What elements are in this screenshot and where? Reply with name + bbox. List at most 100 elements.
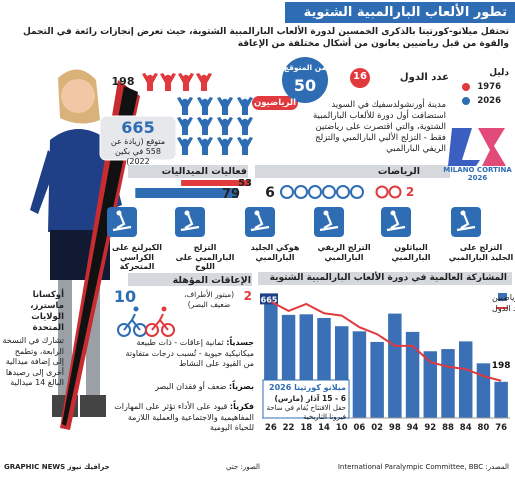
event-box [262,379,350,419]
sport-dot [336,185,350,199]
athletes-note: متوقع (زيادة عن 558 في بكين 2022) [110,137,166,166]
country-line [270,300,502,382]
athlete-icon [177,97,193,115]
athlete-icon [177,137,193,155]
x-tick-label: 76 [495,423,507,433]
label: فكرياً: [229,402,254,411]
text: قيود على الأداء تؤثر على المهارات المفاه… [114,402,254,432]
sport-icon [175,207,205,237]
section-bar [258,272,512,285]
x-tick-label: 26 [265,423,277,433]
bar [370,341,384,418]
x-tick-label: 22 [283,423,295,433]
impairments-1976: 2 [243,289,252,303]
legend-item: 2026 [477,96,501,106]
label: جسدياً: [226,338,254,347]
countries-expected: من المتوقع [283,63,327,72]
sport-icon [386,213,406,232]
x-tick-label: 98 [389,423,401,433]
sport-dot [294,185,308,199]
athlete-icon [160,73,176,91]
legend-item: 1976 [477,82,501,92]
bar [352,331,367,418]
text: ضعف أو فقدان البصر [155,382,227,391]
value-label: 665 [261,295,278,304]
x-tick-label: 92 [424,423,436,433]
x-tick-label: 88 [442,423,454,433]
countries-2026-badge [282,57,328,103]
sport-dot [280,185,294,199]
countries-1976: 16 [353,71,367,82]
impairment-icon [145,323,159,337]
impairment-icon [161,323,175,337]
sport-dot [308,185,322,199]
impairment-icon [151,313,169,331]
legend-dot [462,83,470,91]
athlete-icon [197,137,213,155]
athlete-icon [217,117,233,135]
section-bar [128,273,252,286]
sport-icon [314,207,344,237]
chart-title: المشاركة العالمية في دورة الألعاب البارا… [269,273,507,283]
bar [476,363,491,418]
x-tick-label: 02 [371,423,383,433]
sport-dot [350,185,364,199]
bar [441,349,455,418]
bar [405,331,420,418]
athletes-2026-box [99,115,177,161]
sport-icon [319,213,339,232]
impairment-visual: بصرياً: ضعف أو فقدان البصر [114,382,254,393]
sport-icon [381,207,411,237]
impairment-physical: جسدياً: ثمانية إعاقات - ذات طبيعة ميكاني… [114,338,254,370]
athlete-icon [142,73,158,91]
sport-dot [375,185,389,199]
bar [388,313,402,418]
sport-icon [323,210,329,216]
athletes-2026: 665 [121,118,155,137]
x-tick-label: 80 [478,423,490,433]
sport-label: هوكي الجليد البارالمبي [250,243,300,262]
sport-label: التزلج الريفي البارالمبي [317,243,371,262]
medal-label: فعاليات الميداليات [161,166,247,177]
medal-bar [135,188,238,198]
sport-icon [107,207,137,237]
impairment-icon [161,306,167,312]
logo-text: MILANO CORTINA [443,166,512,174]
legend-label: عدد الرياضيين [492,293,515,302]
sport-icon [456,213,476,232]
athlete-photo [30,69,140,430]
athletes-label: الرياضيون [253,98,297,108]
athletes-label-pill [252,96,298,110]
countries-2026: 50 [293,76,317,95]
athlete-icon [237,97,253,115]
impairment-icon [117,323,131,337]
impairment-icon [123,313,141,331]
event-dates: 6 - 15 آذار (مارس) [274,394,346,403]
athlete-icon [237,137,253,155]
sport-dot [322,185,336,199]
impairment-intellectual: فكرياً: قيود على الأداء تؤثر على المهارا… [114,402,254,434]
logo-shape [448,128,480,166]
label: بصرياً: [228,382,254,391]
x-tick-label: 06 [354,423,366,433]
impairments-note: (مبتور الأطراف، ضعيف البصر) [183,290,235,309]
photos-credit: الصور: جتي [225,463,260,471]
value-label-box [260,293,278,305]
sport-icon [460,210,466,216]
logo-year: 2026 [467,174,488,182]
caption-name: أوكسانا ماسترز، الولايات المتحدة [30,290,64,333]
medal-bar [181,180,250,186]
section-bar [255,165,450,178]
caption-text: تشارك في النسخة الرابعة، وتطمح إلى إضافة… [2,336,65,387]
impairments-label: الإعاقات المؤهلة [172,275,251,286]
sports-label: الرياضات [377,166,420,177]
title-banner [285,2,515,23]
bar [458,341,473,418]
athlete-icon [217,97,233,115]
bar [423,351,438,418]
source: المصدر: International Paralympic Committ… [337,463,509,471]
intro: تحتفل ميلانو-كورتينا بالذكرى الخمسين لدو… [22,27,509,49]
event-text: حفل الافتتاح يُقام في ساحة فيرونا التاري… [266,404,346,421]
